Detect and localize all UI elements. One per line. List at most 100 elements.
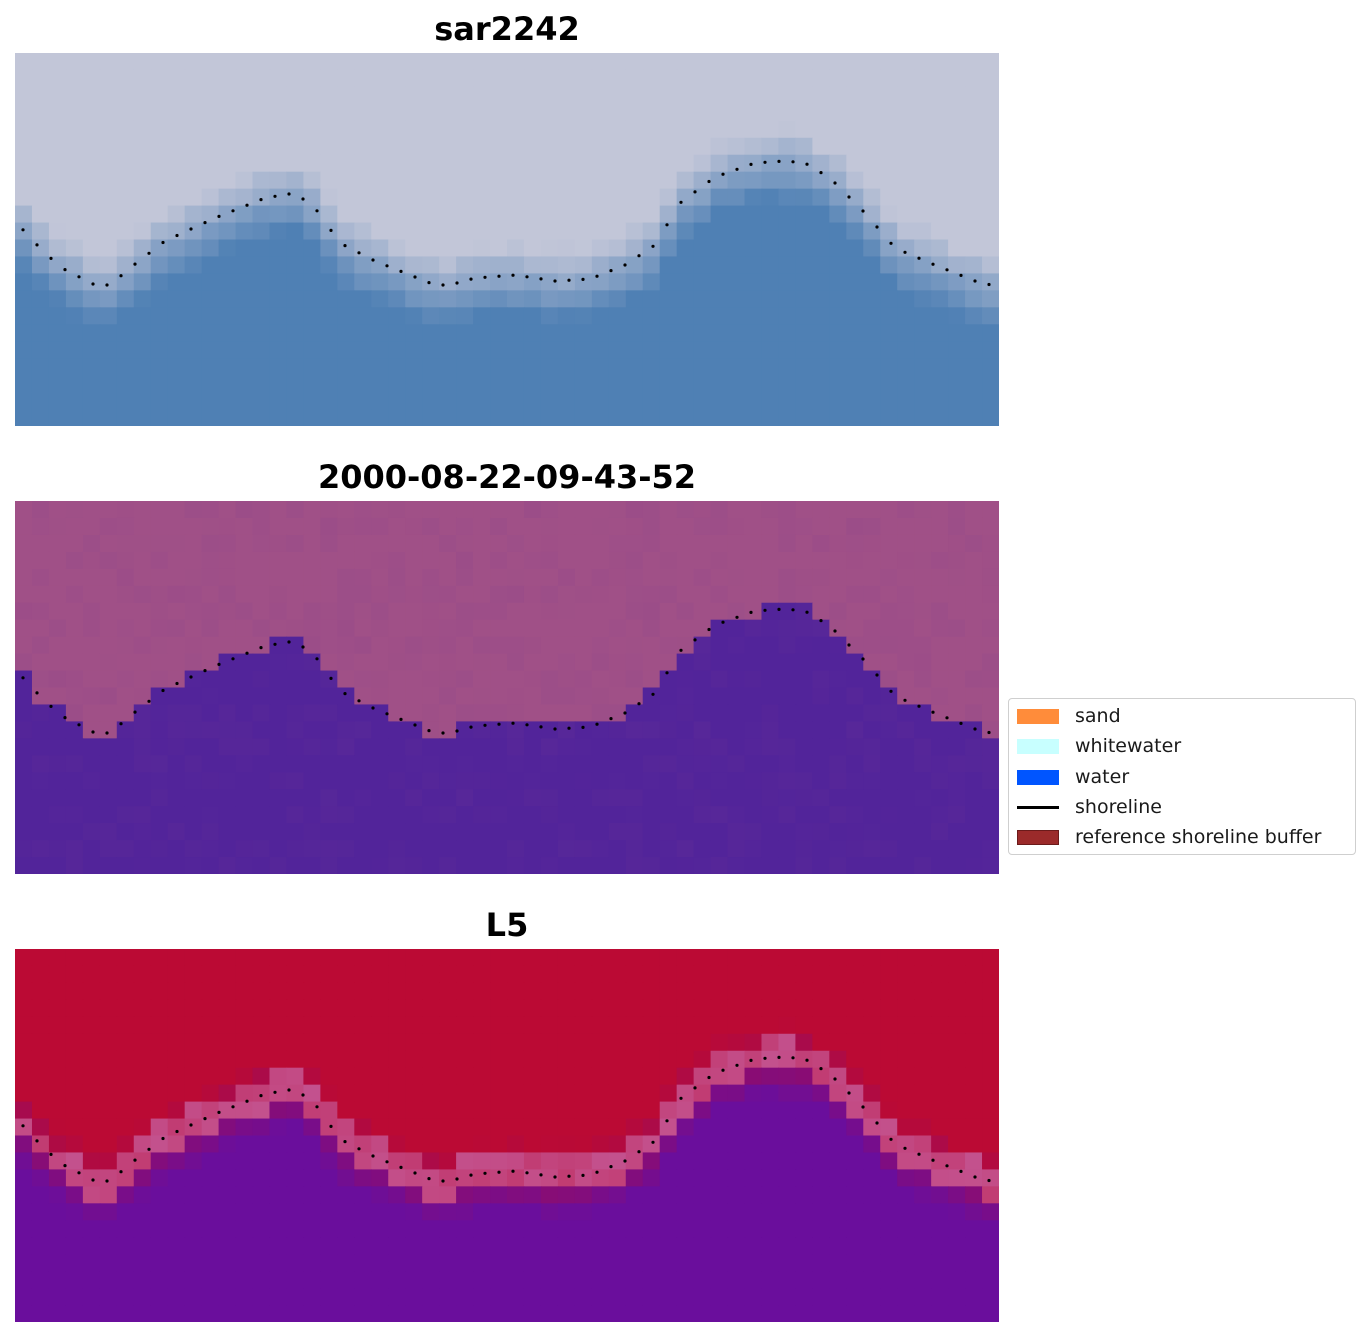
image-pixel [303, 619, 321, 638]
image-pixel [523, 222, 542, 241]
image-pixel [286, 1033, 305, 1052]
image-pixel [829, 602, 847, 621]
image-pixel [48, 273, 67, 291]
image-pixel [439, 806, 457, 824]
image-pixel [965, 857, 983, 874]
image-pixel [31, 409, 50, 426]
image-pixel [354, 1118, 372, 1137]
image-pixel [371, 738, 389, 756]
image-pixel [473, 1305, 491, 1322]
image-pixel [405, 806, 423, 824]
image-pixel [133, 137, 152, 156]
image-pixel [456, 1254, 474, 1272]
image-pixel [48, 1220, 67, 1238]
shoreline-point [413, 1171, 417, 1175]
image-pixel [642, 120, 661, 139]
image-pixel [303, 1016, 321, 1035]
image-pixel [897, 568, 915, 587]
image-pixel [540, 551, 559, 570]
image-pixel [116, 375, 135, 393]
image-pixel [574, 1220, 593, 1238]
image-pixel [218, 1220, 237, 1238]
image-pixel [948, 501, 966, 519]
shoreline-point [679, 200, 683, 204]
image-pixel [710, 806, 729, 824]
image-pixel [405, 653, 423, 672]
image-pixel [591, 965, 610, 984]
image-pixel [184, 840, 203, 858]
image-pixel [744, 551, 763, 570]
image-pixel [201, 789, 220, 807]
image-pixel [201, 137, 220, 156]
image-pixel [931, 273, 949, 291]
image-pixel [540, 670, 559, 689]
image-pixel [625, 1220, 644, 1238]
image-pixel [914, 619, 932, 638]
image-pixel [490, 256, 508, 274]
image-pixel [439, 154, 457, 173]
image-pixel [303, 86, 321, 105]
image-pixel [540, 1305, 559, 1322]
image-pixel [167, 823, 186, 841]
image-pixel [235, 1305, 254, 1322]
image-pixel [710, 789, 729, 807]
image-pixel [574, 501, 593, 519]
image-pixel [82, 1203, 101, 1221]
image-pixel [48, 653, 67, 672]
image-pixel [642, 585, 661, 604]
image-pixel [693, 103, 712, 122]
image-pixel [133, 1186, 152, 1204]
image-pixel [456, 1271, 474, 1289]
shoreline-point [805, 162, 809, 166]
image-pixel [473, 1067, 491, 1086]
image-pixel [523, 755, 542, 773]
image-pixel [540, 273, 559, 291]
image-pixel [82, 534, 101, 553]
shoreline-point [567, 1174, 571, 1178]
image-pixel [439, 239, 457, 258]
image-pixel [320, 1237, 338, 1255]
image-pixel [48, 840, 67, 858]
image-pixel [965, 273, 983, 291]
shoreline-line-swatch [1017, 805, 1059, 809]
image-pixel [337, 222, 355, 241]
image-pixel [473, 949, 491, 967]
image-pixel [337, 517, 355, 536]
image-pixel [490, 1016, 508, 1035]
image-pixel [405, 534, 423, 553]
image-pixel [456, 290, 474, 308]
image-pixel [931, 602, 949, 621]
image-pixel [133, 721, 152, 739]
image-pixel [337, 188, 355, 207]
image-pixel [948, 375, 966, 393]
image-pixel [48, 857, 67, 874]
buffer-swatch [1017, 829, 1059, 845]
image-pixel [914, 1067, 932, 1086]
image-pixel [914, 53, 932, 71]
image-pixel [99, 1169, 118, 1187]
image-pixel [710, 965, 729, 984]
image-pixel [82, 806, 101, 824]
image-pixel [897, 1271, 915, 1289]
image-pixel [931, 222, 949, 241]
image-pixel [15, 409, 33, 426]
image-pixel [65, 721, 84, 739]
image-pixel [642, 738, 661, 756]
image-pixel [133, 755, 152, 773]
image-pixel [863, 1305, 881, 1322]
image-pixel [795, 358, 813, 376]
image-pixel [456, 358, 474, 376]
image-pixel [48, 999, 67, 1018]
image-pixel [812, 501, 830, 519]
image-pixel [82, 687, 101, 706]
image-pixel [965, 619, 983, 638]
image-pixel [388, 1152, 406, 1170]
image-pixel [116, 585, 135, 604]
image-pixel [15, 704, 33, 722]
image-pixel [218, 409, 237, 426]
image-pixel [252, 239, 271, 258]
image-pixel [795, 823, 813, 841]
image-pixel [218, 1203, 237, 1221]
image-pixel [456, 1203, 474, 1221]
image-pixel [99, 501, 118, 519]
